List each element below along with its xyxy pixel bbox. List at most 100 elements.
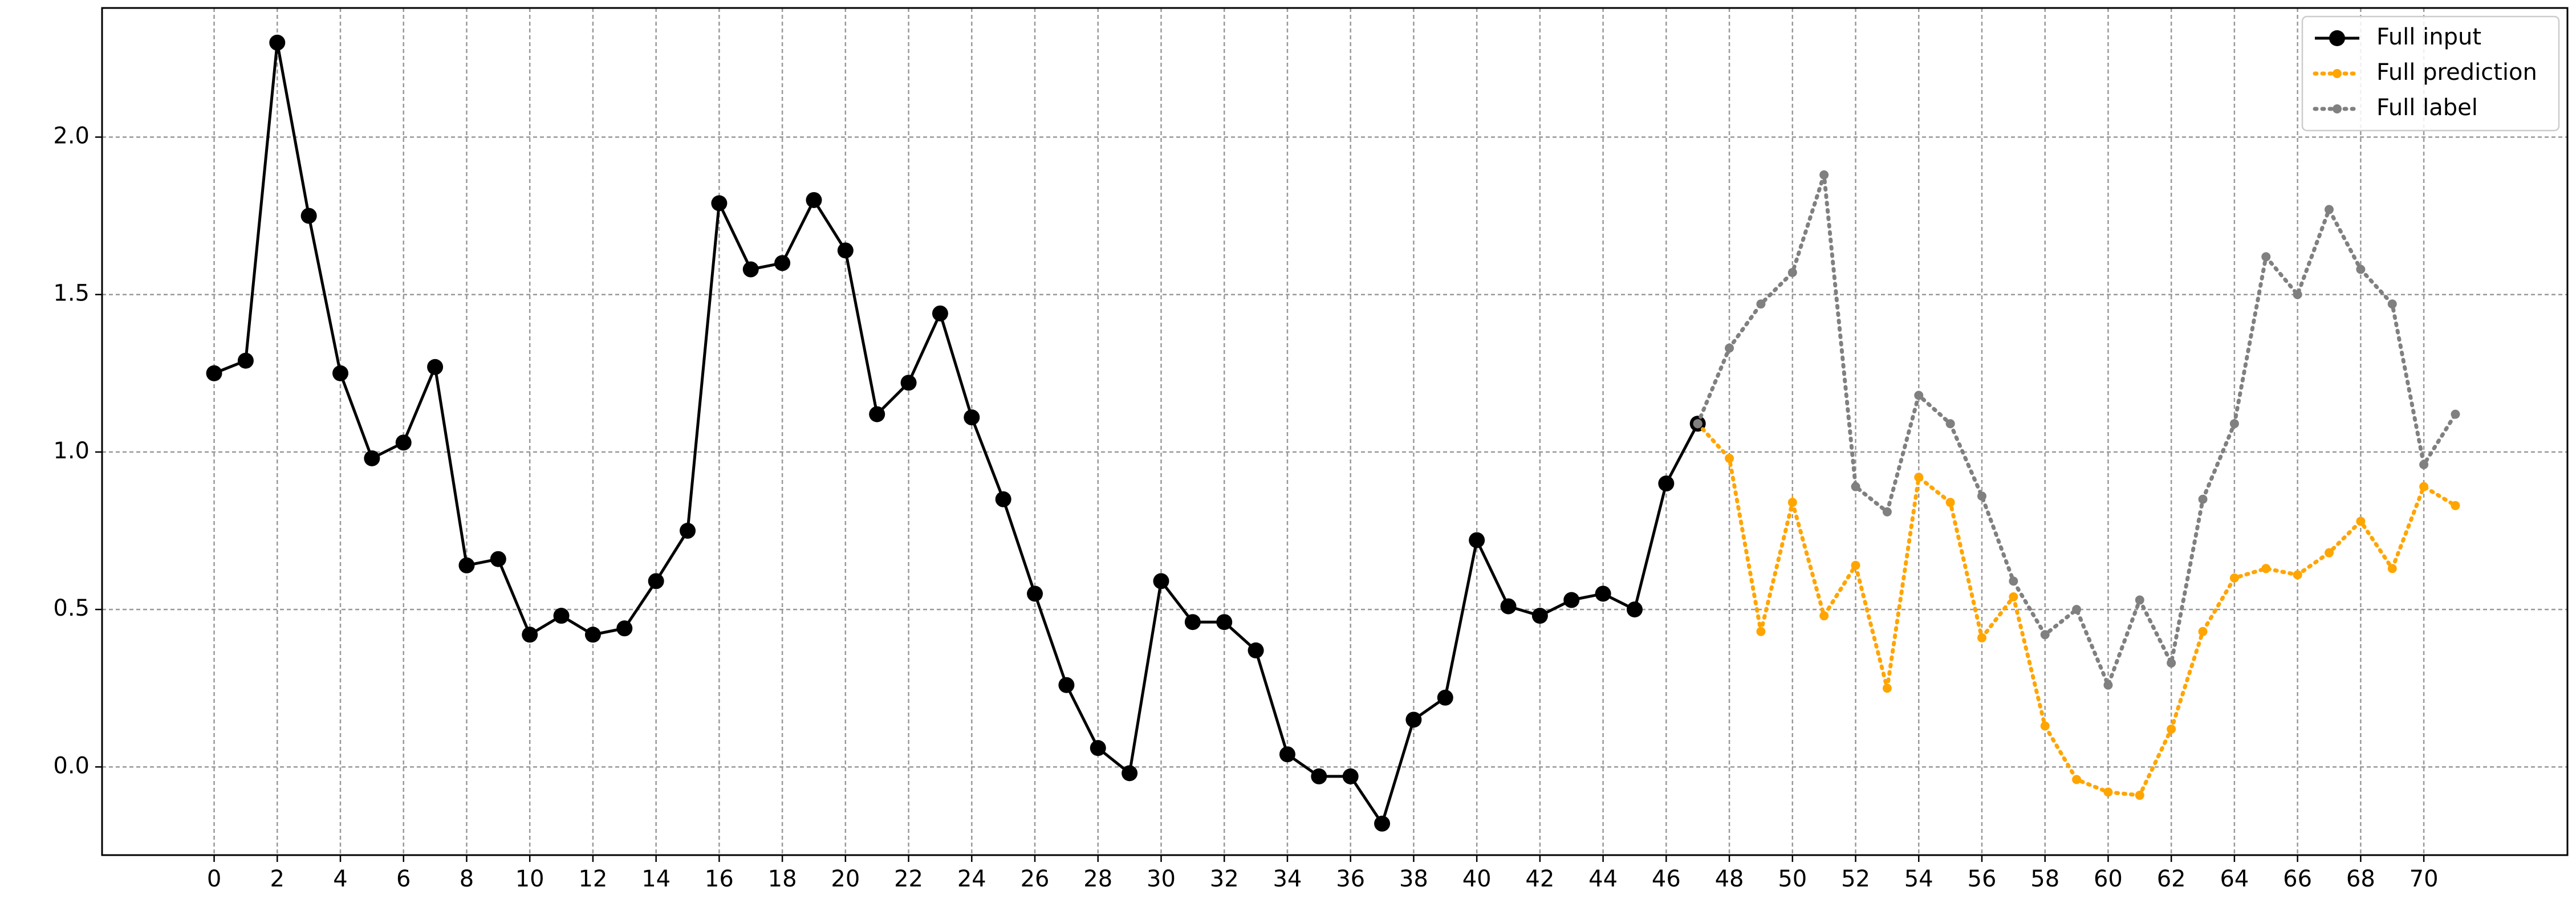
data-point bbox=[1945, 498, 1955, 507]
data-point bbox=[995, 491, 1011, 507]
x-tick-label: 52 bbox=[1841, 866, 1870, 892]
data-point bbox=[269, 34, 286, 51]
data-point bbox=[1374, 815, 1391, 832]
x-tick-label: 26 bbox=[1021, 866, 1050, 892]
x-tick-label: 8 bbox=[460, 866, 474, 892]
data-point bbox=[2261, 252, 2271, 262]
x-tick-label: 20 bbox=[831, 866, 860, 892]
data-point bbox=[1122, 765, 1138, 782]
data-point bbox=[1882, 507, 1892, 516]
x-tick-label: 50 bbox=[1778, 866, 1807, 892]
data-point bbox=[806, 192, 822, 208]
data-point bbox=[2072, 605, 2082, 615]
x-tick-label: 70 bbox=[2410, 866, 2439, 892]
data-point bbox=[1342, 768, 1359, 784]
data-point bbox=[2451, 501, 2460, 510]
x-tick-label: 22 bbox=[894, 866, 923, 892]
data-point bbox=[964, 409, 980, 426]
data-point bbox=[1500, 598, 1517, 615]
data-point bbox=[1756, 627, 1766, 636]
data-point bbox=[1787, 498, 1797, 507]
data-point bbox=[2009, 576, 2018, 586]
data-point bbox=[1914, 473, 1924, 482]
data-point bbox=[2419, 482, 2429, 491]
data-point bbox=[1469, 532, 1485, 548]
data-point bbox=[553, 608, 570, 624]
data-point bbox=[522, 627, 538, 643]
legend-label: Full prediction bbox=[2376, 59, 2537, 86]
data-point bbox=[1819, 611, 1829, 621]
x-tick-label: 44 bbox=[1588, 866, 1618, 892]
data-point bbox=[237, 352, 254, 369]
data-point bbox=[648, 573, 664, 589]
data-point bbox=[2009, 592, 2018, 602]
data-point bbox=[1977, 491, 1986, 501]
y-tick-label: 1.5 bbox=[53, 280, 90, 307]
data-point bbox=[1058, 677, 1075, 693]
data-point bbox=[1184, 614, 1201, 630]
data-point bbox=[332, 365, 349, 381]
data-point bbox=[1725, 343, 1734, 353]
x-tick-label: 56 bbox=[1968, 866, 1997, 892]
data-point bbox=[2387, 564, 2397, 573]
data-point bbox=[1090, 740, 1106, 756]
x-tick-label: 24 bbox=[957, 866, 986, 892]
data-point bbox=[1787, 268, 1797, 278]
x-tick-label: 28 bbox=[1083, 866, 1112, 892]
y-tick-label: 2.0 bbox=[53, 123, 90, 149]
x-tick-label: 40 bbox=[1462, 866, 1492, 892]
data-point bbox=[427, 359, 444, 375]
data-point bbox=[395, 434, 412, 451]
data-point bbox=[2356, 516, 2366, 526]
data-point bbox=[2167, 658, 2176, 668]
data-point bbox=[584, 627, 601, 643]
data-point bbox=[1914, 390, 1924, 400]
data-point bbox=[837, 242, 854, 259]
data-point bbox=[2356, 265, 2366, 274]
x-tick-label: 30 bbox=[1147, 866, 1176, 892]
legend: Full input Full prediction Full label bbox=[2301, 15, 2560, 132]
data-point bbox=[742, 261, 759, 278]
data-point bbox=[2103, 680, 2113, 690]
legend-box bbox=[2301, 15, 2560, 132]
data-point bbox=[1851, 482, 1860, 491]
legend-marker bbox=[2329, 30, 2345, 46]
x-tick-label: 12 bbox=[578, 866, 607, 892]
x-tick-label: 58 bbox=[2030, 866, 2059, 892]
data-point bbox=[1756, 299, 1766, 309]
data-point bbox=[2040, 721, 2050, 731]
data-point bbox=[774, 255, 791, 271]
x-tick-label: 4 bbox=[333, 866, 347, 892]
data-point bbox=[1153, 573, 1169, 589]
data-point bbox=[1945, 419, 1955, 429]
data-point bbox=[2387, 299, 2397, 309]
data-point bbox=[900, 375, 917, 391]
x-tick-label: 46 bbox=[1652, 866, 1681, 892]
data-point bbox=[2229, 419, 2239, 429]
data-point bbox=[1882, 684, 1892, 693]
data-point bbox=[2419, 460, 2429, 470]
data-point bbox=[2229, 573, 2239, 583]
x-tick-label: 10 bbox=[515, 866, 545, 892]
data-point bbox=[711, 195, 728, 211]
plot-frame bbox=[101, 7, 2569, 856]
data-point bbox=[1405, 711, 1422, 728]
series-line bbox=[213, 42, 1699, 827]
data-point bbox=[364, 450, 380, 466]
x-tick-label: 32 bbox=[1210, 866, 1239, 892]
legend-label: Full label bbox=[2376, 95, 2478, 121]
x-tick-label: 54 bbox=[1904, 866, 1933, 892]
x-tick-label: 36 bbox=[1336, 866, 1365, 892]
data-point bbox=[1693, 419, 1703, 429]
legend-marker bbox=[2333, 69, 2342, 78]
data-point bbox=[2261, 564, 2271, 573]
data-point bbox=[1658, 475, 1675, 492]
data-point bbox=[2198, 494, 2208, 504]
x-tick-label: 66 bbox=[2283, 866, 2312, 892]
data-point bbox=[300, 208, 317, 224]
data-point bbox=[869, 406, 885, 422]
data-point bbox=[2135, 595, 2144, 605]
y-tick-label: 0.0 bbox=[53, 752, 90, 779]
data-point bbox=[1216, 614, 1233, 630]
